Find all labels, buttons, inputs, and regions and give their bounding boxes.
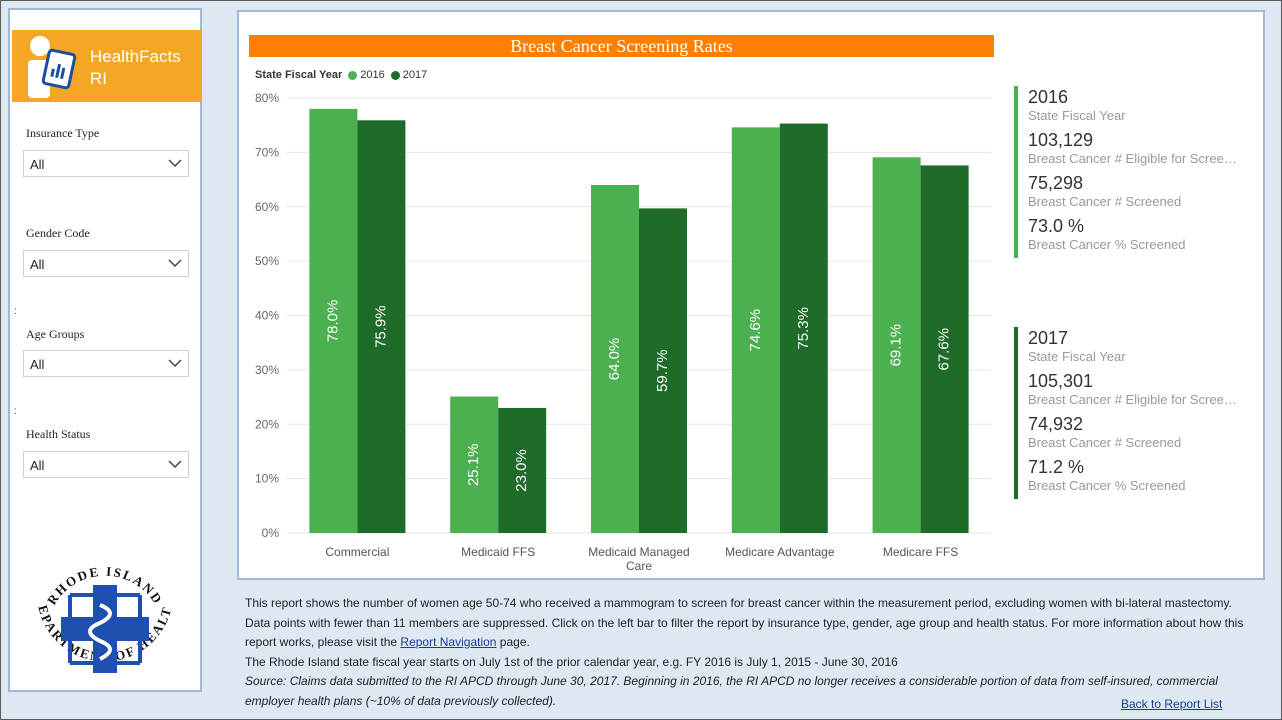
report-panel: Breast Cancer Screening Rates State Fisc… <box>237 10 1265 580</box>
kpi-year: 2016 <box>1028 87 1069 107</box>
health-status-value: All <box>30 458 45 473</box>
chevron-down-icon <box>168 259 182 268</box>
data-label: 67.6% <box>936 328 953 371</box>
bar-2016 <box>591 185 639 533</box>
bar-2016 <box>872 157 921 534</box>
y-tick-label: 10% <box>255 472 279 486</box>
x-tick-label: Commercial <box>325 545 389 559</box>
data-label: 74.6% <box>747 309 764 352</box>
kpi-eligible: 103,129 <box>1028 130 1094 150</box>
insurance-type-dropdown[interactable]: All <box>23 150 189 177</box>
kpi-screened: 74,932 <box>1028 414 1084 434</box>
health-status-label: Health Status <box>26 427 91 441</box>
kpi-eligible-label: Breast Cancer # Eligible for Screening <box>1028 392 1244 407</box>
gender-code-value: All <box>30 257 45 272</box>
data-label: 23.0% <box>513 449 530 492</box>
age-groups-dropdown[interactable]: All <box>23 350 189 377</box>
back-to-report-list-link[interactable]: Back to Report List <box>1121 697 1223 711</box>
notes-paragraph: This report shows the number of women ag… <box>245 594 1255 653</box>
seal-cross-icon <box>61 585 149 673</box>
gender-code-dropdown[interactable]: All <box>23 250 189 277</box>
age-groups-value: All <box>30 357 45 372</box>
logo-subtitle: RI <box>90 69 107 88</box>
person-chart-icon <box>28 36 77 98</box>
legend-dot-2016 <box>348 70 358 80</box>
chart-title: Breast Cancer Screening Rates <box>249 35 994 57</box>
data-label: 78.0% <box>324 300 341 343</box>
kpi-percent: 73.0 % <box>1028 216 1085 236</box>
x-tick-label: Medicaid Managed <box>588 545 689 559</box>
insurance-type-label: Insurance Type <box>26 126 100 140</box>
bar-2016 <box>309 108 358 533</box>
y-tick-label: 80% <box>255 91 279 105</box>
data-label: 59.7% <box>654 349 671 392</box>
logo-title: HealthFacts <box>90 47 181 66</box>
x-tick-label: Medicare Advantage <box>725 545 835 559</box>
report-navigation-link[interactable]: Report Navigation <box>400 635 497 649</box>
kpi-screened-label: Breast Cancer # Screened <box>1028 435 1182 450</box>
kpi-screened: 75,298 <box>1028 173 1084 193</box>
chevron-down-icon <box>168 159 182 168</box>
y-tick-label: 0% <box>262 526 280 540</box>
notes-description-end: page. <box>496 635 530 649</box>
separator-mark: : <box>14 306 17 317</box>
y-tick-label: 70% <box>255 145 279 159</box>
kpi-year-label: State Fiscal Year <box>1028 108 1126 123</box>
chevron-down-icon <box>168 359 182 368</box>
y-tick-label: 20% <box>255 417 279 431</box>
fiscal-year-note: The Rhode Island state fiscal year start… <box>245 654 898 669</box>
kpi-eligible-label: Breast Cancer # Eligible for Screening <box>1028 151 1244 166</box>
x-tick-label: Medicaid FFS <box>461 545 535 559</box>
data-label: 69.1% <box>888 324 905 367</box>
filter-sidebar: HealthFacts RI Insurance Type All Gender… <box>8 8 202 692</box>
x-tick-label: Care <box>626 559 652 573</box>
notes-description: This report shows the number of women ag… <box>245 596 1244 649</box>
bar-2017 <box>920 165 969 534</box>
x-tick-label: Medicare FFS <box>883 545 958 559</box>
y-tick-label: 50% <box>255 254 279 268</box>
age-groups-label: Age Groups <box>26 327 85 341</box>
gender-code-label: Gender Code <box>26 226 90 240</box>
bar-2016 <box>731 127 780 534</box>
legend-title: State Fiscal Year <box>255 69 343 81</box>
kpi-eligible: 105,301 <box>1028 371 1094 391</box>
y-tick-label: 40% <box>255 309 279 323</box>
legend-dot-2017 <box>390 70 400 80</box>
data-label: 75.3% <box>795 307 812 350</box>
data-label: 64.0% <box>606 338 623 381</box>
healthfacts-logo: HealthFacts RI <box>12 30 202 102</box>
source-note: Source: Claims data submitted to the RI … <box>245 674 1218 708</box>
y-tick-label: 30% <box>255 363 279 377</box>
kpi-percent: 71.2 % <box>1028 457 1085 477</box>
kpi-year-label: State Fiscal Year <box>1028 349 1126 364</box>
kpi-card-2017: 2017 State Fiscal Year 105,301 Breast Ca… <box>1014 327 1244 499</box>
chart-legend: State Fiscal Year 2016 2017 <box>255 69 433 81</box>
legend-label-2016[interactable]: 2016 <box>360 69 385 81</box>
ri-department-of-health-seal: RHODE ISLAND DEPARTMENT OF HEALTH <box>30 545 173 673</box>
data-label: 75.9% <box>372 305 389 348</box>
data-label: 25.1% <box>465 443 482 486</box>
bar-2017 <box>639 208 687 533</box>
bar-2017 <box>779 123 828 534</box>
insurance-type-value: All <box>30 157 45 172</box>
bar-2017 <box>357 120 406 533</box>
bar-2017 <box>498 407 547 533</box>
kpi-percent-label: Breast Cancer % Screened <box>1028 237 1186 252</box>
bar-chart: 0% 10% 20% 30% 40% 50% 60% 70% 80% 78.0% 75.9% Comm… <box>255 91 991 573</box>
separator-mark: : <box>14 406 17 417</box>
report-notes: This report shows the number of women ag… <box>245 594 1255 711</box>
kpi-percent-label: Breast Cancer % Screened <box>1028 478 1186 493</box>
kpi-year: 2017 <box>1028 328 1069 348</box>
kpi-screened-label: Breast Cancer # Screened <box>1028 194 1182 209</box>
bar-2016 <box>450 396 499 533</box>
kpi-card-2016: 2016 State Fiscal Year 103,129 Breast Ca… <box>1014 86 1244 258</box>
health-status-dropdown[interactable]: All <box>23 451 189 478</box>
legend-label-2017[interactable]: 2017 <box>402 69 428 81</box>
y-tick-label: 60% <box>255 200 279 214</box>
chevron-down-icon <box>168 460 182 469</box>
